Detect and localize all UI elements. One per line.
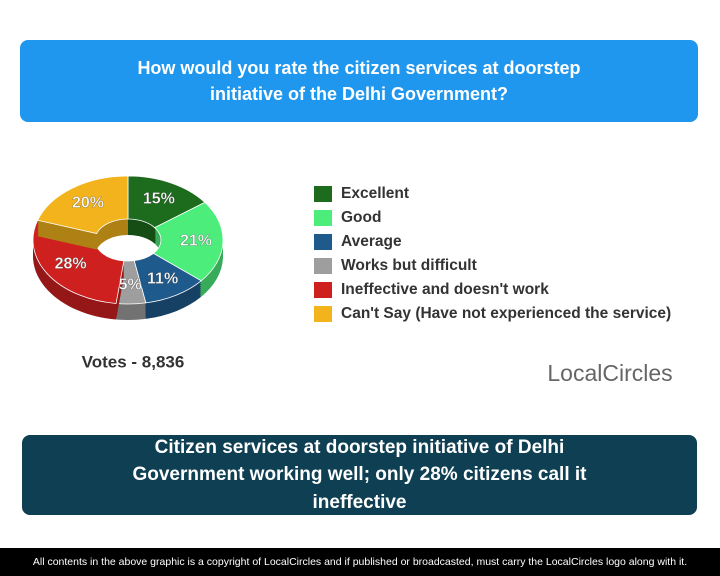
- value-label: 11%: [147, 270, 178, 287]
- legend-label: Good: [341, 209, 381, 226]
- slice: [32, 219, 125, 320]
- legend-swatch: [314, 258, 332, 274]
- slice: [37, 175, 129, 250]
- legend-swatch: [314, 186, 332, 202]
- legend-label: Ineffective and doesn't work: [341, 281, 549, 298]
- chart-title: How would you rate the citizen services …: [20, 40, 698, 122]
- logo: LocalCircles: [547, 360, 672, 386]
- headline: Citizen services at doorstep initiative …: [22, 435, 697, 515]
- footer: All contents in the above graphic is a c…: [0, 548, 720, 576]
- legend-swatch: [314, 306, 332, 322]
- slice-top: [152, 201, 224, 282]
- legend-swatch: [314, 234, 332, 250]
- legend-label: Excellent: [341, 185, 409, 202]
- legend-label: Can't Say (Have not experienced the serv…: [341, 305, 671, 322]
- slice-top: [32, 219, 125, 304]
- value-label: 21%: [180, 233, 212, 250]
- chart: Votes - 8,836 LocalCircles 15% 21% 11% 5% 28…: [32, 175, 673, 386]
- slice-top: [127, 175, 206, 229]
- value-label: 15%: [143, 191, 175, 208]
- value-label: 28%: [55, 256, 87, 273]
- slice-top: [37, 175, 129, 234]
- legend-swatch: [314, 210, 332, 226]
- slice: [133, 252, 202, 319]
- slice: [115, 260, 147, 320]
- slice: [127, 175, 206, 244]
- value-label: 20%: [72, 194, 104, 211]
- legend-label: Works but difficult: [341, 257, 477, 274]
- value-label: 5%: [119, 277, 142, 294]
- legend-swatch: [314, 282, 332, 298]
- legend-label: Average: [341, 233, 402, 250]
- votes: Votes - 8,836: [82, 352, 185, 371]
